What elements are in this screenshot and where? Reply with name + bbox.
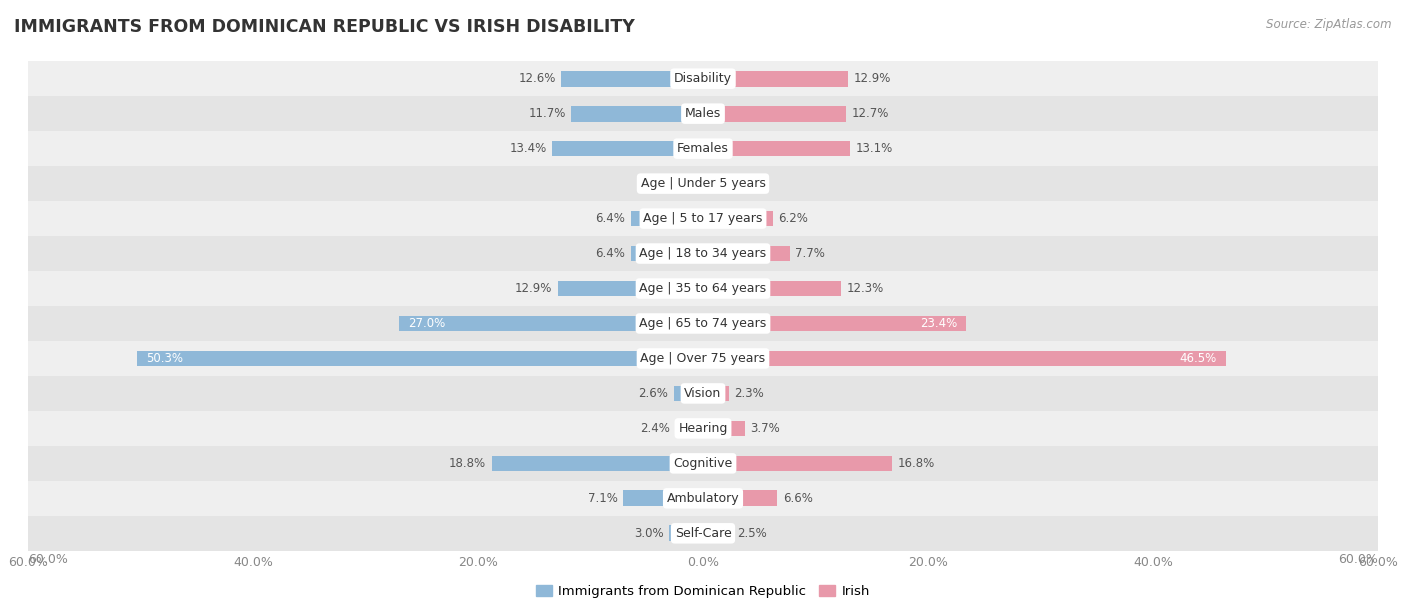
Bar [703,176,723,192]
Bar [571,106,703,122]
Bar [28,166,1378,201]
Bar [703,71,848,86]
Bar [28,61,1378,96]
Text: 2.4%: 2.4% [641,422,671,435]
Bar [561,71,703,86]
Bar [673,386,703,401]
Bar [28,306,1378,341]
Text: Males: Males [685,107,721,120]
Bar [558,281,703,296]
Text: 13.1%: 13.1% [856,142,893,155]
Text: 1.7%: 1.7% [728,177,758,190]
Text: Source: ZipAtlas.com: Source: ZipAtlas.com [1267,18,1392,31]
Text: 16.8%: 16.8% [897,457,935,470]
Bar [703,490,778,506]
Text: 18.8%: 18.8% [449,457,486,470]
Legend: Immigrants from Dominican Republic, Irish: Immigrants from Dominican Republic, Iris… [530,580,876,603]
Bar [28,201,1378,236]
Text: 12.6%: 12.6% [519,72,555,85]
Text: Age | 65 to 74 years: Age | 65 to 74 years [640,317,766,330]
Bar [28,446,1378,481]
Text: 1.1%: 1.1% [655,177,685,190]
Bar [28,376,1378,411]
Text: 60.0%: 60.0% [28,553,67,565]
Bar [703,351,1226,367]
Bar [28,411,1378,446]
Text: 6.4%: 6.4% [596,247,626,260]
Text: 12.7%: 12.7% [852,107,889,120]
Text: 7.1%: 7.1% [588,492,617,505]
Text: 3.0%: 3.0% [634,527,664,540]
Bar [623,490,703,506]
Bar [28,96,1378,131]
Text: 6.4%: 6.4% [596,212,626,225]
Text: Disability: Disability [673,72,733,85]
Bar [703,141,851,157]
Bar [28,236,1378,271]
Text: Age | Over 75 years: Age | Over 75 years [641,352,765,365]
Bar [703,526,731,541]
Bar [703,316,966,331]
Text: 12.3%: 12.3% [846,282,884,295]
Text: 3.7%: 3.7% [751,422,780,435]
Bar [28,481,1378,516]
Text: 2.5%: 2.5% [737,527,766,540]
Text: 7.7%: 7.7% [796,247,825,260]
Text: Vision: Vision [685,387,721,400]
Text: 50.3%: 50.3% [146,352,183,365]
Bar [28,341,1378,376]
Bar [399,316,703,331]
Bar [553,141,703,157]
Bar [703,211,773,226]
Text: 6.6%: 6.6% [783,492,813,505]
Text: 27.0%: 27.0% [408,317,446,330]
Text: Hearing: Hearing [678,422,728,435]
Text: 2.3%: 2.3% [734,387,765,400]
Text: Age | 35 to 64 years: Age | 35 to 64 years [640,282,766,295]
Bar [138,351,703,367]
Text: Age | Under 5 years: Age | Under 5 years [641,177,765,190]
Bar [703,420,745,436]
Text: 12.9%: 12.9% [853,72,891,85]
Bar [703,106,846,122]
Bar [28,131,1378,166]
Text: 13.4%: 13.4% [509,142,547,155]
Bar [631,245,703,261]
Text: Age | 18 to 34 years: Age | 18 to 34 years [640,247,766,260]
Text: Females: Females [678,142,728,155]
Bar [690,176,703,192]
Text: 2.6%: 2.6% [638,387,668,400]
Bar [28,516,1378,551]
Bar [676,420,703,436]
Bar [703,281,841,296]
Text: Ambulatory: Ambulatory [666,492,740,505]
Bar [703,455,891,471]
Bar [703,245,790,261]
Text: IMMIGRANTS FROM DOMINICAN REPUBLIC VS IRISH DISABILITY: IMMIGRANTS FROM DOMINICAN REPUBLIC VS IR… [14,18,636,36]
Bar [28,271,1378,306]
Text: Cognitive: Cognitive [673,457,733,470]
Text: 46.5%: 46.5% [1180,352,1218,365]
Text: 23.4%: 23.4% [920,317,957,330]
Text: 60.0%: 60.0% [1339,553,1378,565]
Bar [492,455,703,471]
Text: 12.9%: 12.9% [515,282,553,295]
Bar [631,211,703,226]
Bar [669,526,703,541]
Bar [703,386,728,401]
Text: 6.2%: 6.2% [779,212,808,225]
Text: Self-Care: Self-Care [675,527,731,540]
Text: 11.7%: 11.7% [529,107,565,120]
Text: Age | 5 to 17 years: Age | 5 to 17 years [644,212,762,225]
